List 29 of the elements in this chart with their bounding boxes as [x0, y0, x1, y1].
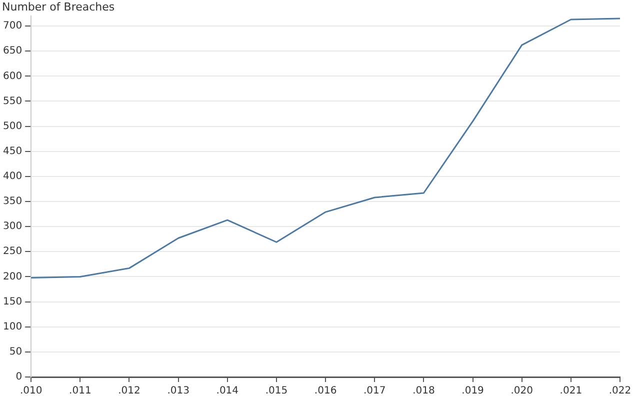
y-tick-label: 0: [16, 372, 22, 383]
x-tick-label: .015: [265, 386, 288, 397]
y-tick-label: 650: [2, 46, 22, 57]
x-tick-label: .010: [20, 386, 42, 397]
y-tick-label: 200: [2, 271, 22, 282]
y-tick-label: 500: [2, 120, 22, 132]
y-tick-label: 450: [2, 146, 22, 157]
y-tick-label: 600: [2, 70, 22, 82]
y-tick-label: 250: [2, 246, 22, 258]
x-tick-label: .014: [216, 386, 239, 397]
y-axis-title: Number of Breaches: [2, 0, 115, 14]
x-tick-label: .018: [412, 386, 435, 397]
x-tick-label: .021: [560, 386, 582, 397]
x-tick-label: .022: [608, 386, 632, 397]
y-tick-label: 300: [2, 221, 22, 232]
y-tick-label: 400: [2, 171, 22, 182]
y-tick-label: 100: [2, 321, 22, 332]
y-tick-label: 550: [2, 96, 22, 107]
x-tick-label: .013: [167, 386, 190, 397]
x-tick-label: .017: [363, 386, 386, 397]
x-tick-label: .011: [69, 386, 92, 397]
y-tick-label: 50: [9, 346, 22, 358]
y-tick-label: 150: [2, 296, 22, 308]
y-tick-label: 700: [2, 20, 22, 32]
x-tick-label: .020: [510, 386, 533, 397]
x-tick-label: .016: [314, 386, 337, 397]
y-tick-label: 350: [2, 196, 22, 208]
x-tick-label: .012: [118, 386, 140, 397]
x-tick-label: .019: [462, 386, 484, 397]
